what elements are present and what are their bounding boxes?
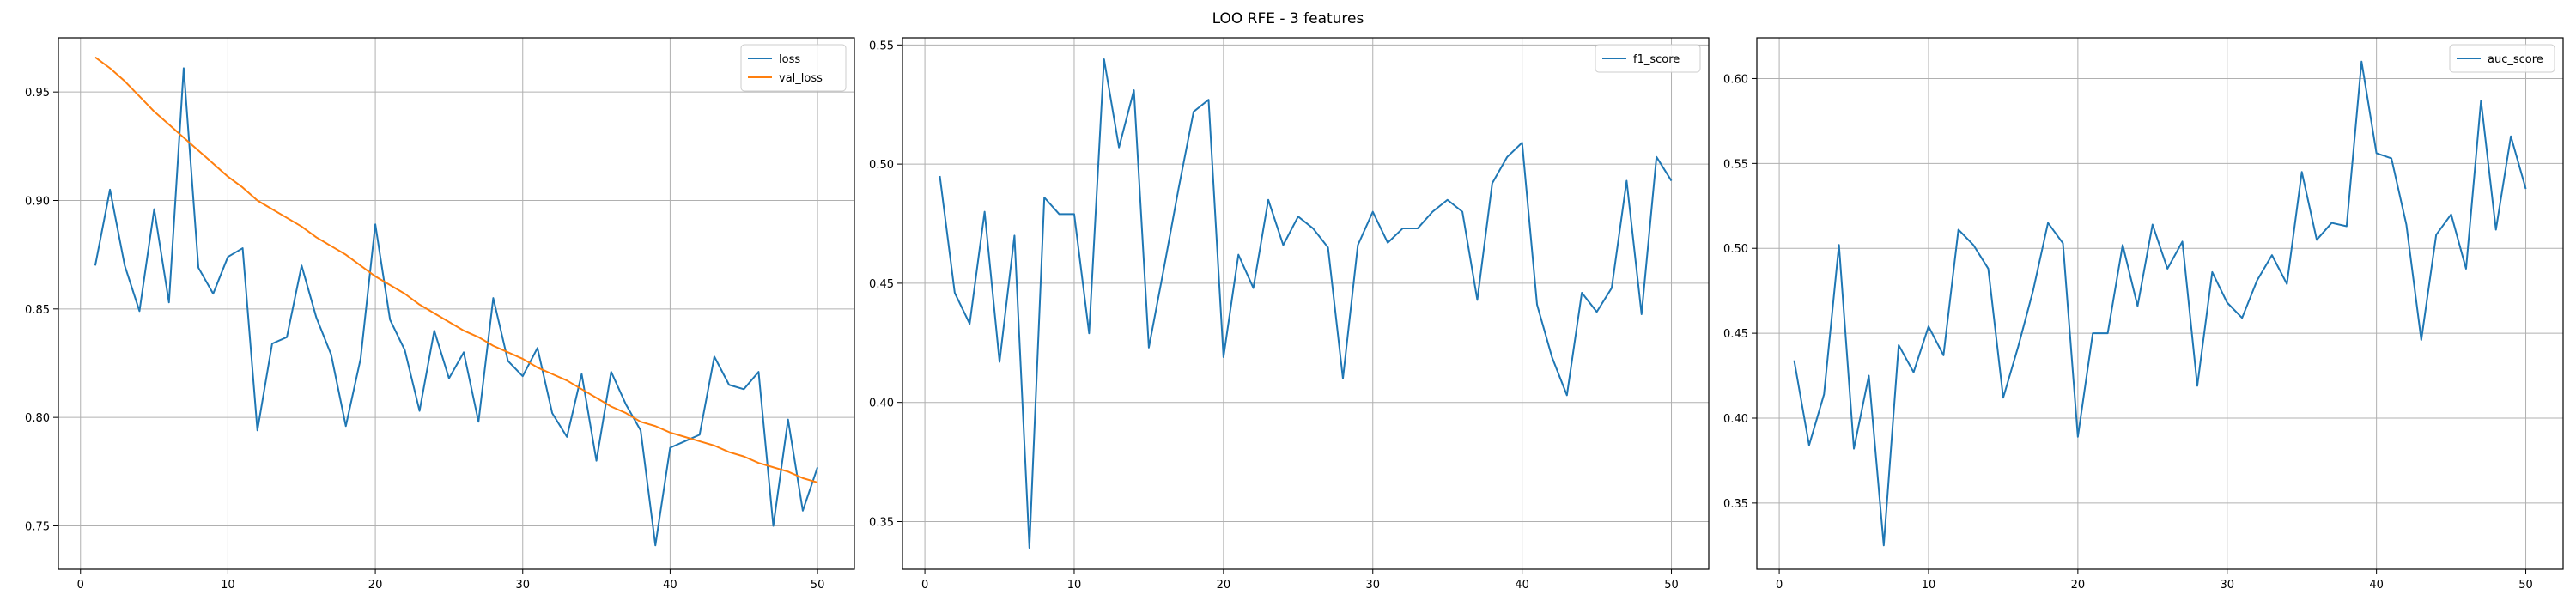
axes-frame [902,37,1710,570]
x-tick-label: 50 [1664,579,1679,592]
y-tick-label: 0.75 [25,520,50,533]
series-line-f1_score [939,58,1673,549]
legend: auc_score [2449,44,2555,73]
y-tick-label: 0.55 [1723,158,1748,171]
y-tick-label: 0.90 [25,195,50,208]
y-tick-label: 0.35 [1723,498,1748,511]
x-tick-label: 30 [1365,579,1380,592]
y-tick-label: 0.35 [869,516,894,529]
x-tick-label: 30 [515,579,530,592]
legend-box [1595,44,1701,73]
legend-label-val_loss: val_loss [779,72,823,85]
legend: f1_score [1595,44,1701,73]
x-tick-label: 10 [1067,579,1082,592]
y-tick-label: 0.45 [869,278,894,291]
subplot-panels: 0 10 20 30 40 50 0.75 0.80 0.85 0.90 0.95 loss val_l… [25,37,2564,592]
x-tick-label: 0 [921,579,928,592]
x-tick-label: 50 [2518,579,2533,592]
y-tick-label: 0.50 [1723,243,1748,256]
y-tick-label: 0.60 [1723,73,1748,86]
x-tick-label: 50 [811,579,825,592]
x-tick-label: 0 [1776,579,1783,592]
subplot-3: 0 10 20 30 40 50 0.35 0.40 0.45 0.50 0.55 0.60 auc_s… [1723,37,2564,592]
series-line-loss [94,67,819,547]
x-tick-label: 10 [221,579,235,592]
legend-box [2449,44,2555,73]
series-line-auc_score [1793,60,2527,547]
y-tick-label: 0.50 [869,159,894,172]
y-tick-label: 0.85 [25,304,50,317]
subplot-2: 0 10 20 30 40 50 0.35 0.40 0.45 0.50 0.55 f1_score [869,37,1710,592]
x-tick-label: 10 [1922,579,1936,592]
legend-label-loss: loss [779,53,800,66]
y-tick-label: 0.40 [869,398,894,410]
x-tick-label: 0 [77,579,84,592]
legend-label-f1_score: f1_score [1633,53,1680,66]
legend: loss val_loss [740,44,847,92]
series-line-val_loss [94,56,818,483]
x-tick-label: 20 [368,579,383,592]
y-tick-label: 0.40 [1723,413,1748,426]
legend-label-auc_score: auc_score [2488,53,2543,66]
x-tick-label: 40 [1515,579,1529,592]
axes-frame [1756,37,2564,570]
y-tick-label: 0.55 [869,39,894,52]
legend-box [740,44,847,92]
x-tick-label: 20 [2071,579,2086,592]
axes-frame [58,37,855,570]
figure-title: LOO RFE - 3 features [1212,10,1364,27]
y-tick-label: 0.80 [25,412,50,425]
subplot-1: 0 10 20 30 40 50 0.75 0.80 0.85 0.90 0.95 loss val_l… [25,37,855,592]
y-tick-label: 0.95 [25,87,50,100]
x-tick-label: 40 [2369,579,2384,592]
x-tick-label: 30 [2220,579,2234,592]
x-tick-label: 40 [663,579,677,592]
x-tick-label: 20 [1217,579,1231,592]
y-tick-label: 0.45 [1723,328,1748,341]
